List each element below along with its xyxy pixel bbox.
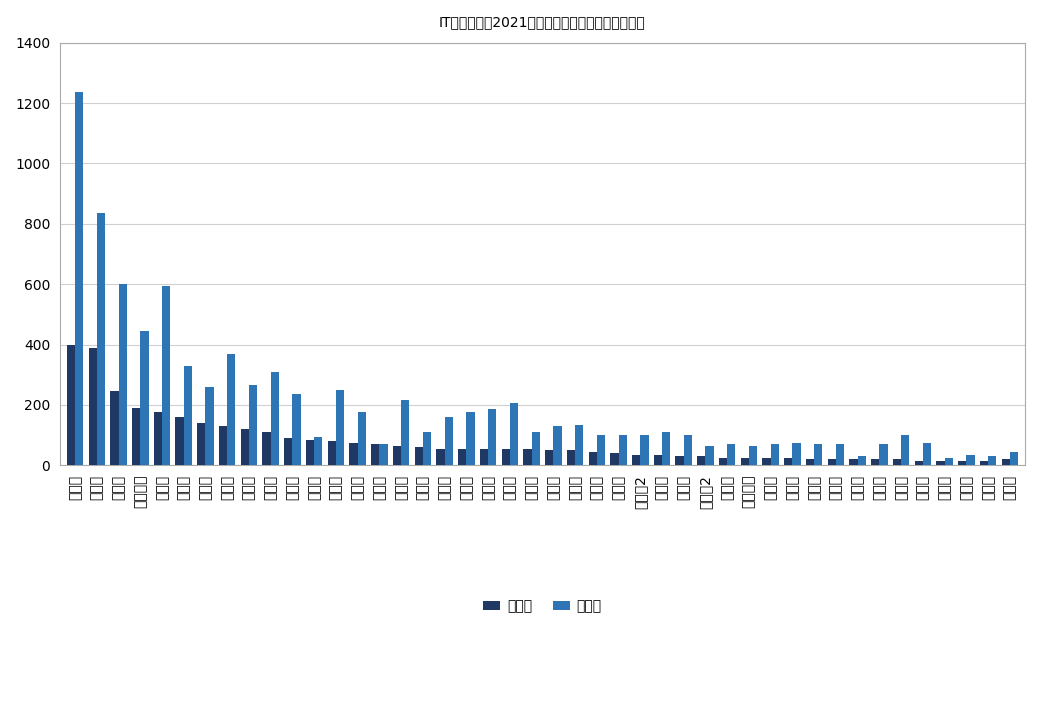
Bar (140, 331, 149, 465)
Bar (219, 426, 227, 465)
Bar (227, 354, 235, 465)
Bar (184, 366, 192, 465)
Bar (262, 432, 270, 465)
Bar (88, 348, 97, 465)
Bar (872, 459, 880, 465)
Bar (97, 213, 105, 465)
Bar (806, 459, 814, 465)
Bar (575, 425, 583, 465)
Bar (901, 435, 909, 465)
Bar (292, 395, 301, 465)
Bar (445, 417, 452, 465)
Bar (958, 461, 966, 465)
Bar (545, 450, 553, 465)
Bar (980, 461, 988, 465)
Bar (619, 435, 627, 465)
Bar (240, 429, 249, 465)
Bar (814, 444, 823, 465)
Bar (401, 400, 410, 465)
Bar (589, 451, 597, 465)
Bar (836, 444, 844, 465)
Bar (132, 408, 140, 465)
Bar (654, 455, 662, 465)
Bar (531, 432, 540, 465)
Bar (828, 459, 836, 465)
Bar (380, 444, 388, 465)
Bar (705, 446, 713, 465)
Bar (67, 345, 75, 465)
Bar (553, 426, 562, 465)
Bar (749, 446, 757, 465)
Bar (892, 459, 901, 465)
Bar (176, 417, 184, 465)
Bar (610, 453, 619, 465)
Bar (349, 443, 358, 465)
Bar (314, 436, 322, 465)
Bar (119, 284, 127, 465)
Bar (1010, 451, 1018, 465)
Bar (880, 444, 887, 465)
Bar (944, 458, 953, 465)
Bar (437, 449, 445, 465)
Bar (510, 403, 518, 465)
Bar (393, 446, 401, 465)
Bar (371, 444, 380, 465)
Bar (523, 449, 531, 465)
Bar (358, 413, 366, 465)
Bar (966, 455, 974, 465)
Bar (328, 441, 336, 465)
Bar (423, 432, 432, 465)
Bar (249, 385, 257, 465)
Bar (567, 450, 575, 465)
Bar (792, 443, 801, 465)
Bar (662, 432, 670, 465)
Bar (110, 391, 119, 465)
Bar (850, 459, 858, 465)
Bar (858, 456, 866, 465)
Title: IT導入補助金2021　都道府県別交付決定事業者数: IT導入補助金2021 都道府県別交付決定事業者数 (439, 15, 646, 29)
Bar (284, 438, 292, 465)
Bar (162, 286, 171, 465)
Bar (914, 461, 922, 465)
Bar (641, 435, 649, 465)
Bar (336, 390, 344, 465)
Bar (784, 458, 792, 465)
Bar (988, 456, 996, 465)
Bar (697, 456, 705, 465)
Legend: 第１次, 第２次: 第１次, 第２次 (477, 594, 607, 619)
Bar (458, 449, 466, 465)
Bar (270, 372, 279, 465)
Bar (479, 449, 488, 465)
Bar (727, 444, 735, 465)
Bar (719, 458, 727, 465)
Bar (198, 423, 206, 465)
Bar (1002, 459, 1010, 465)
Bar (206, 387, 214, 465)
Bar (771, 444, 779, 465)
Bar (632, 455, 641, 465)
Bar (415, 447, 423, 465)
Bar (75, 92, 83, 465)
Bar (597, 435, 605, 465)
Bar (922, 443, 931, 465)
Bar (762, 458, 771, 465)
Bar (488, 410, 496, 465)
Bar (683, 435, 692, 465)
Bar (936, 461, 944, 465)
Bar (501, 449, 510, 465)
Bar (154, 413, 162, 465)
Bar (466, 413, 474, 465)
Bar (675, 456, 683, 465)
Bar (306, 440, 314, 465)
Bar (740, 458, 749, 465)
